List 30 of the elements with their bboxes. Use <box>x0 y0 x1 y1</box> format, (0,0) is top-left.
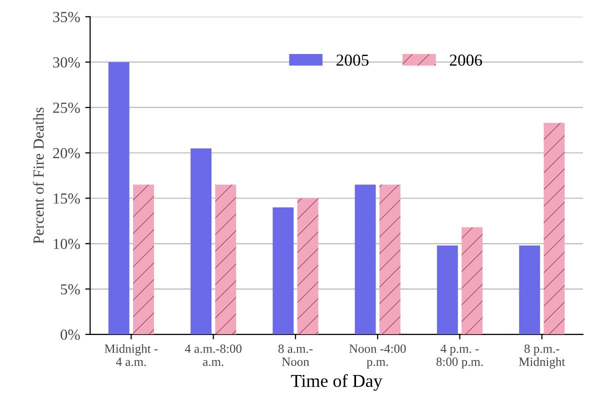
x-tick-label: Noon -4:00 p.m. <box>349 344 406 369</box>
x-axis-title: Time of Day <box>291 374 382 391</box>
y-tick-label: 25% <box>53 102 80 113</box>
bar <box>436 245 458 334</box>
x-tick-label: Midnight - 4 a.m. <box>104 344 158 366</box>
x-tick-label: 4 a.m.-8:00 a.m. <box>184 344 242 366</box>
legend-label: 2005 <box>336 54 369 66</box>
bar <box>190 148 212 334</box>
bar <box>354 184 376 334</box>
bar <box>108 62 130 334</box>
y-tick-label: 35% <box>53 12 80 22</box>
bar <box>379 184 400 334</box>
legend-label: 2006 <box>450 54 482 66</box>
bar <box>462 227 483 334</box>
y-tick-label: 15% <box>54 193 80 204</box>
bar <box>297 198 318 334</box>
bar <box>215 184 236 334</box>
y-tick-label: 0% <box>60 330 80 340</box>
bar <box>133 184 154 334</box>
bar <box>272 207 294 334</box>
x-tick-label: 8 p.m.- Midnight <box>518 344 566 369</box>
y-tick-label: 30% <box>53 57 80 68</box>
bar <box>544 122 565 334</box>
y-tick-label: 20% <box>53 148 80 158</box>
x-tick-label: 8 a.m.- Noon <box>278 344 313 366</box>
bar <box>519 245 540 334</box>
x-tick-label: 4 p.m. - 8:00 p.m. <box>436 344 483 369</box>
y-tick-label: 10% <box>54 238 80 250</box>
y-tick-label: 5% <box>60 284 80 295</box>
y-axis-title: Percent of Fire Deaths <box>32 108 44 244</box>
